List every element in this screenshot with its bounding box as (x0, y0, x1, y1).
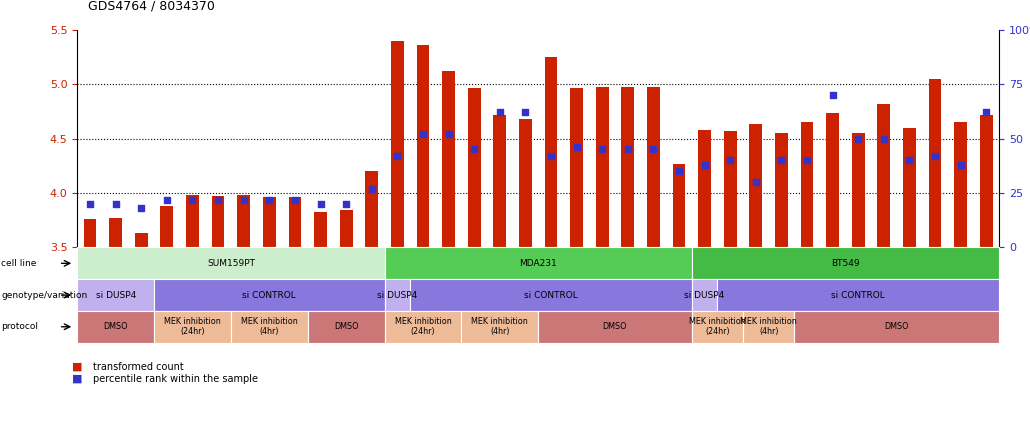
Point (850, 135, 866, 142)
Text: MDA231: MDA231 (519, 259, 557, 268)
Bar (340, 210, 352, 247)
Text: BT549: BT549 (831, 259, 860, 268)
Text: si DUSP4: si DUSP4 (685, 291, 725, 299)
Bar (212, 196, 225, 247)
Point (620, 146, 637, 153)
Point (722, 157, 739, 164)
Point (953, 161, 969, 168)
Bar (750, 124, 762, 247)
Point (312, 201, 329, 207)
Text: DMSO: DMSO (103, 322, 128, 331)
Point (286, 196, 303, 203)
Bar (237, 195, 250, 247)
Text: genotype/variation: genotype/variation (1, 291, 88, 299)
Text: transformed count: transformed count (93, 362, 183, 372)
Bar (109, 218, 123, 247)
Text: ■: ■ (72, 362, 82, 372)
Bar (954, 122, 967, 247)
Point (645, 146, 661, 153)
Text: si CONTROL: si CONTROL (831, 291, 885, 299)
Point (236, 196, 252, 203)
Bar (929, 79, 941, 247)
Bar (391, 41, 404, 247)
Point (978, 109, 995, 116)
Text: ■: ■ (72, 374, 82, 384)
Bar (647, 87, 660, 247)
Point (364, 185, 380, 192)
Bar (775, 133, 788, 247)
Bar (980, 115, 993, 247)
Text: MEK inhibition
(24hr): MEK inhibition (24hr) (394, 317, 451, 336)
Bar (826, 113, 839, 247)
Text: MEK inhibition
(4hr): MEK inhibition (4hr) (241, 317, 298, 336)
Text: si CONTROL: si CONTROL (242, 291, 297, 299)
Bar (366, 171, 378, 247)
Point (901, 157, 918, 164)
Text: si DUSP4: si DUSP4 (96, 291, 136, 299)
Point (799, 157, 816, 164)
Point (491, 109, 508, 116)
Point (927, 153, 943, 159)
Bar (903, 128, 916, 247)
Point (184, 196, 201, 203)
Point (774, 157, 790, 164)
Point (107, 201, 124, 207)
Bar (314, 212, 327, 247)
Bar (724, 131, 736, 247)
Point (159, 196, 175, 203)
Text: MEK inhibition
(24hr): MEK inhibition (24hr) (164, 317, 220, 336)
Bar (135, 233, 147, 247)
Text: si DUSP4: si DUSP4 (377, 291, 417, 299)
Point (543, 153, 559, 159)
Point (696, 161, 713, 168)
Text: protocol: protocol (1, 322, 38, 331)
Bar (468, 88, 481, 247)
Point (466, 146, 482, 153)
Point (261, 196, 277, 203)
Bar (878, 104, 890, 247)
Text: cell line: cell line (1, 259, 36, 268)
Bar (698, 130, 711, 247)
Point (210, 196, 227, 203)
Bar (545, 57, 557, 247)
Bar (800, 122, 814, 247)
Text: MEK inhibition
(4hr): MEK inhibition (4hr) (472, 317, 528, 336)
Point (81, 201, 98, 207)
Point (389, 153, 406, 159)
Bar (595, 87, 609, 247)
Text: DMSO: DMSO (603, 322, 627, 331)
Point (876, 135, 892, 142)
Point (415, 131, 432, 137)
Bar (571, 88, 583, 247)
Bar (493, 115, 506, 247)
Bar (852, 133, 864, 247)
Text: SUM159PT: SUM159PT (207, 259, 254, 268)
Point (594, 146, 611, 153)
Bar (519, 119, 531, 247)
Point (671, 168, 687, 175)
Text: GDS4764 / 8034370: GDS4764 / 8034370 (88, 0, 214, 13)
Text: si CONTROL: si CONTROL (524, 291, 578, 299)
Bar (186, 195, 199, 247)
Text: MEK inhibition
(24hr): MEK inhibition (24hr) (689, 317, 746, 336)
Point (569, 144, 585, 151)
Bar (442, 71, 455, 247)
Text: DMSO: DMSO (885, 322, 908, 331)
Bar (161, 206, 173, 247)
Point (338, 201, 354, 207)
Bar (83, 219, 97, 247)
Point (748, 179, 764, 186)
Bar (673, 164, 685, 247)
Text: percentile rank within the sample: percentile rank within the sample (93, 374, 258, 384)
Bar (416, 45, 430, 247)
Point (517, 109, 534, 116)
Bar (288, 198, 302, 247)
Point (133, 205, 149, 212)
Bar (263, 198, 276, 247)
Text: DMSO: DMSO (334, 322, 358, 331)
Point (824, 92, 840, 99)
Bar (621, 87, 634, 247)
Point (440, 131, 456, 137)
Text: MEK inhibition
(4hr): MEK inhibition (4hr) (741, 317, 797, 336)
